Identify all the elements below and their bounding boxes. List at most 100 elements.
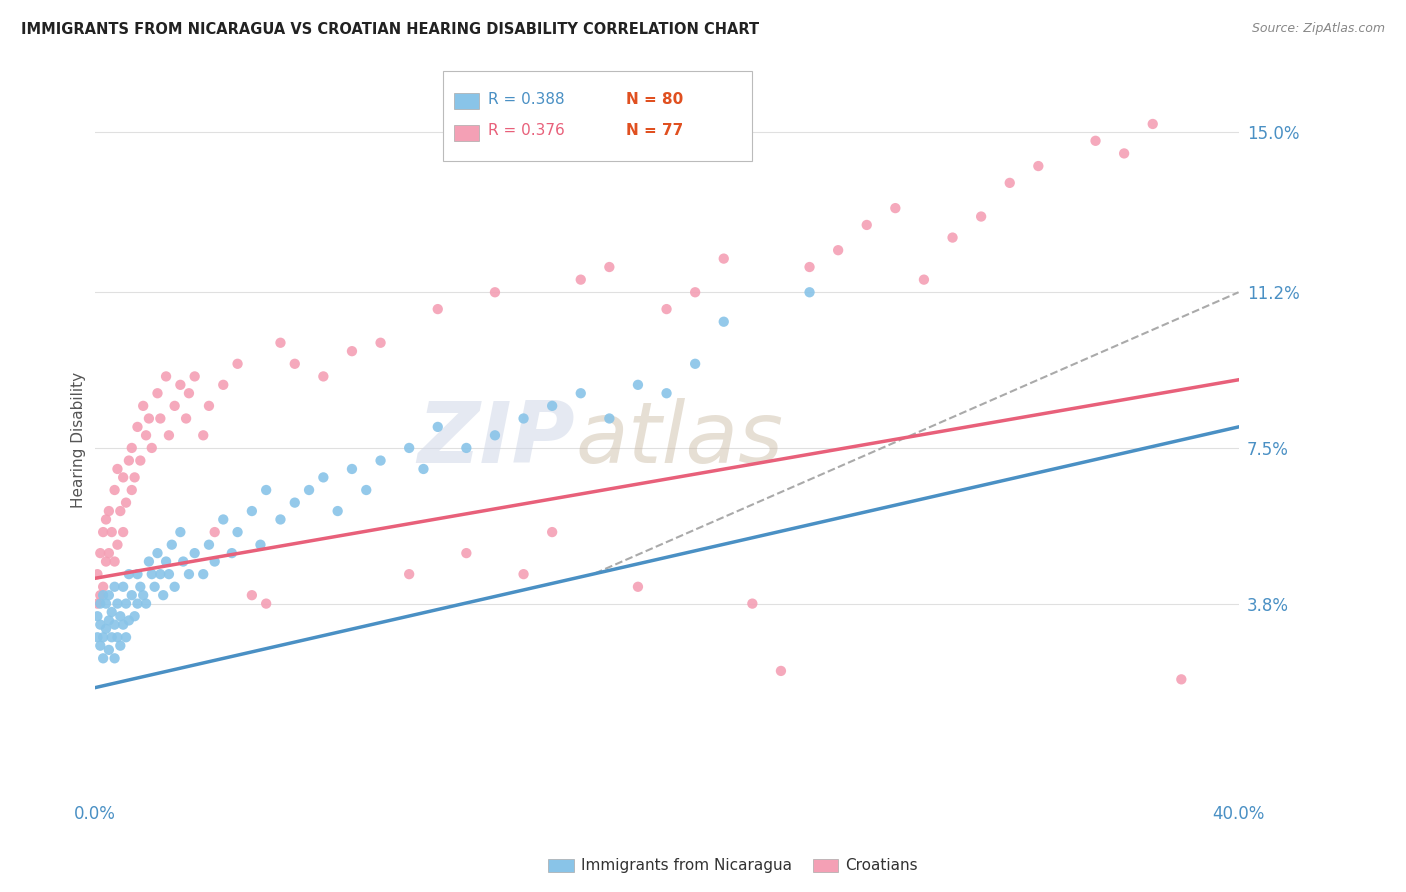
Text: Croatians: Croatians [845, 858, 918, 873]
Y-axis label: Hearing Disability: Hearing Disability [72, 371, 86, 508]
Text: ZIP: ZIP [418, 398, 575, 481]
Point [129, 580, 152, 594]
Point [456, 441, 478, 455]
Point [240, 504, 263, 518]
Point [110, 504, 132, 518]
Text: N = 80: N = 80 [626, 92, 683, 107]
Point [86, 609, 108, 624]
Point [212, 512, 235, 526]
Point [412, 462, 434, 476]
Point [1114, 146, 1136, 161]
Point [169, 525, 191, 540]
Point [104, 617, 127, 632]
Point [655, 302, 678, 317]
Point [121, 441, 143, 455]
Point [149, 411, 172, 425]
Point [312, 369, 335, 384]
Point [683, 357, 706, 371]
Point [89, 617, 111, 632]
Point [129, 453, 152, 467]
Point [1170, 673, 1192, 687]
Text: N = 77: N = 77 [626, 123, 683, 138]
Point [155, 555, 177, 569]
Point [249, 538, 271, 552]
Point [94, 555, 117, 569]
Point [312, 470, 335, 484]
Point [110, 639, 132, 653]
Point [91, 580, 114, 594]
Point [118, 567, 141, 582]
Point [183, 546, 205, 560]
Point [221, 546, 243, 560]
Point [104, 580, 127, 594]
Point [132, 399, 155, 413]
Point [172, 555, 194, 569]
Point [89, 597, 111, 611]
Point [100, 630, 122, 644]
Point [1028, 159, 1050, 173]
Point [569, 273, 592, 287]
Point [157, 428, 180, 442]
Point [340, 462, 363, 476]
Point [254, 483, 277, 497]
Point [998, 176, 1021, 190]
Point [541, 525, 564, 540]
Point [104, 651, 127, 665]
Point [141, 441, 163, 455]
Text: Source: ZipAtlas.com: Source: ZipAtlas.com [1251, 22, 1385, 36]
Text: Immigrants from Nicaragua: Immigrants from Nicaragua [581, 858, 792, 873]
Point [269, 512, 291, 526]
Point [683, 285, 706, 300]
Point [799, 285, 821, 300]
Point [240, 588, 263, 602]
Point [354, 483, 377, 497]
Point [157, 567, 180, 582]
Point [569, 386, 592, 401]
Point [104, 483, 127, 497]
Point [484, 428, 506, 442]
Point [94, 597, 117, 611]
Point [112, 617, 135, 632]
Point [112, 580, 135, 594]
Point [104, 555, 127, 569]
Point [121, 483, 143, 497]
Point [100, 525, 122, 540]
Point [204, 555, 226, 569]
Point [284, 495, 307, 509]
Point [598, 411, 620, 425]
Point [118, 453, 141, 467]
Point [598, 260, 620, 274]
Point [107, 597, 129, 611]
Point [204, 525, 226, 540]
Text: R = 0.388: R = 0.388 [488, 92, 564, 107]
Point [132, 588, 155, 602]
Point [456, 546, 478, 560]
Point [512, 567, 534, 582]
Point [155, 369, 177, 384]
Point [799, 260, 821, 274]
Point [127, 567, 149, 582]
Point [124, 609, 146, 624]
Point [91, 525, 114, 540]
Point [269, 335, 291, 350]
Point [370, 453, 392, 467]
Point [121, 588, 143, 602]
Text: atlas: atlas [575, 398, 783, 481]
Point [135, 428, 157, 442]
Point [541, 399, 564, 413]
Point [141, 567, 163, 582]
Point [827, 243, 849, 257]
Point [398, 441, 420, 455]
Point [110, 609, 132, 624]
Point [193, 428, 215, 442]
Point [146, 386, 169, 401]
Point [94, 622, 117, 636]
Point [143, 580, 166, 594]
Point [163, 580, 186, 594]
Point [1142, 117, 1164, 131]
Point [655, 386, 678, 401]
Point [484, 285, 506, 300]
Point [855, 218, 877, 232]
Point [627, 580, 650, 594]
Point [152, 588, 174, 602]
